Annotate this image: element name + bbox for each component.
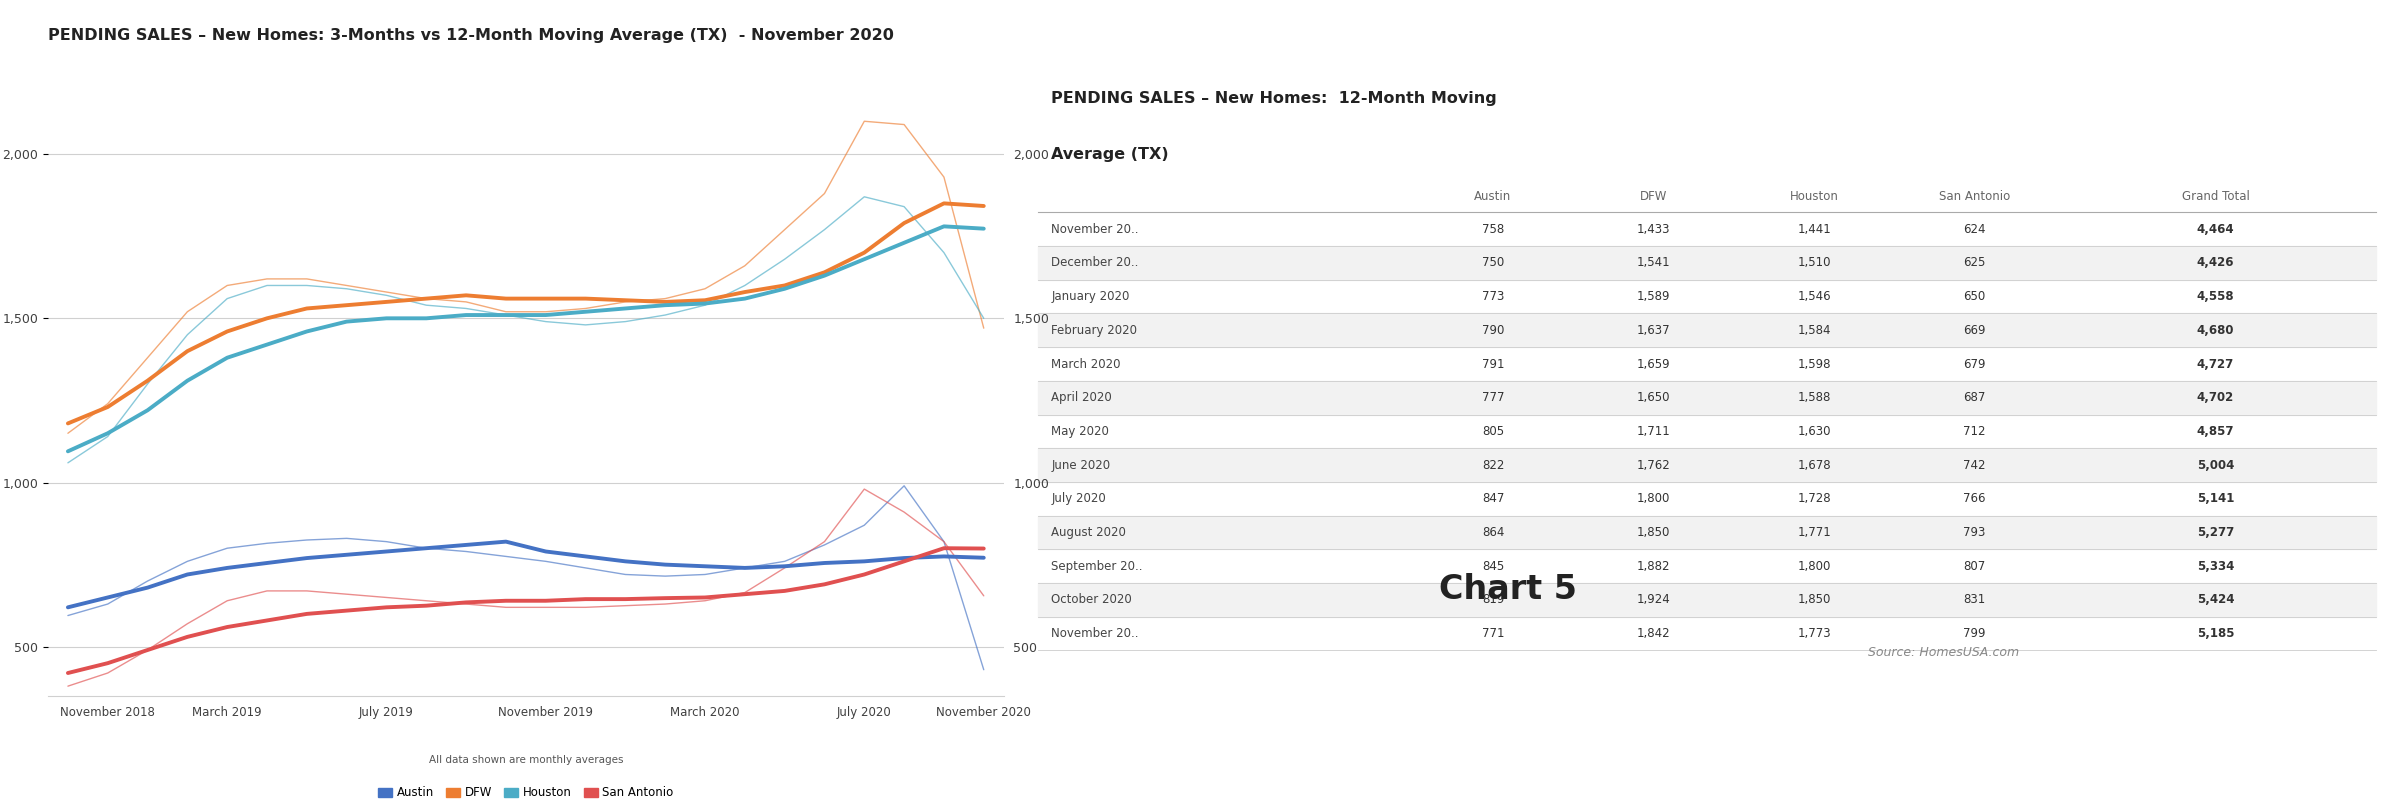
Text: PENDING SALES – New Homes: 3-Months vs 12-Month Moving Average (TX)  - November : PENDING SALES – New Homes: 3-Months vs 1… — [48, 28, 893, 43]
Text: DFW: DFW — [1639, 190, 1668, 203]
Text: 1,441: 1,441 — [1798, 222, 1831, 236]
Legend: Austin, DFW, Houston, San Antonio: Austin, DFW, Houston, San Antonio — [377, 786, 674, 799]
Text: 1,678: 1,678 — [1798, 458, 1831, 472]
Text: 1,711: 1,711 — [1637, 425, 1670, 438]
Text: 831: 831 — [1963, 594, 1985, 606]
Text: January 2020: January 2020 — [1051, 290, 1130, 303]
Text: November 20..: November 20.. — [1051, 222, 1140, 236]
Text: 5,004: 5,004 — [2196, 458, 2234, 472]
Text: 625: 625 — [1963, 257, 1985, 270]
Text: 1,850: 1,850 — [1637, 526, 1670, 539]
Bar — [1039, 381, 2376, 414]
Text: December 20..: December 20.. — [1051, 257, 1140, 270]
Text: 777: 777 — [1481, 391, 1505, 404]
Text: 669: 669 — [1963, 324, 1985, 337]
Text: 1,546: 1,546 — [1798, 290, 1831, 303]
Text: 791: 791 — [1481, 358, 1505, 370]
Text: Houston: Houston — [1790, 190, 1838, 203]
Text: 1,589: 1,589 — [1637, 290, 1670, 303]
Text: 5,277: 5,277 — [2196, 526, 2234, 539]
Text: Austin: Austin — [1474, 190, 1512, 203]
Text: 799: 799 — [1963, 627, 1985, 640]
Text: October 2020: October 2020 — [1051, 594, 1133, 606]
Text: 712: 712 — [1963, 425, 1985, 438]
Text: 1,510: 1,510 — [1798, 257, 1831, 270]
Text: 847: 847 — [1481, 492, 1505, 506]
Text: 1,630: 1,630 — [1798, 425, 1831, 438]
Text: All data shown are monthly averages: All data shown are monthly averages — [430, 755, 624, 766]
Text: 793: 793 — [1963, 526, 1985, 539]
Text: September 20..: September 20.. — [1051, 560, 1142, 573]
Bar — [1039, 516, 2376, 550]
Text: 771: 771 — [1481, 627, 1505, 640]
Bar — [1039, 246, 2376, 280]
Text: 1,588: 1,588 — [1798, 391, 1831, 404]
Bar — [1039, 448, 2376, 482]
Text: 822: 822 — [1481, 458, 1505, 472]
Text: April 2020: April 2020 — [1051, 391, 1111, 404]
Bar — [1039, 314, 2376, 347]
Text: 1,598: 1,598 — [1798, 358, 1831, 370]
Text: 766: 766 — [1963, 492, 1985, 506]
Text: 1,584: 1,584 — [1798, 324, 1831, 337]
Text: 4,558: 4,558 — [2196, 290, 2234, 303]
Text: 845: 845 — [1481, 560, 1505, 573]
Text: 1,650: 1,650 — [1637, 391, 1670, 404]
Text: Average (TX): Average (TX) — [1051, 147, 1169, 162]
Text: 4,680: 4,680 — [2196, 324, 2234, 337]
Text: 790: 790 — [1481, 324, 1505, 337]
Text: 679: 679 — [1963, 358, 1985, 370]
Text: 1,433: 1,433 — [1637, 222, 1670, 236]
Text: May 2020: May 2020 — [1051, 425, 1109, 438]
Text: 5,141: 5,141 — [2196, 492, 2234, 506]
Text: 624: 624 — [1963, 222, 1985, 236]
Text: 864: 864 — [1481, 526, 1505, 539]
Text: 805: 805 — [1481, 425, 1505, 438]
Text: 1,728: 1,728 — [1798, 492, 1831, 506]
Text: March 2020: March 2020 — [1051, 358, 1121, 370]
Text: 758: 758 — [1481, 222, 1505, 236]
Text: 742: 742 — [1963, 458, 1985, 472]
Text: 4,702: 4,702 — [2196, 391, 2234, 404]
Text: Grand Total: Grand Total — [2182, 190, 2249, 203]
Text: 1,850: 1,850 — [1798, 594, 1831, 606]
Text: 1,882: 1,882 — [1637, 560, 1670, 573]
Text: 1,762: 1,762 — [1637, 458, 1670, 472]
Text: 687: 687 — [1963, 391, 1985, 404]
Text: 819: 819 — [1481, 594, 1505, 606]
Text: PENDING SALES – New Homes:  12-Month Moving: PENDING SALES – New Homes: 12-Month Movi… — [1051, 90, 1498, 106]
Text: 650: 650 — [1963, 290, 1985, 303]
Text: Source: HomesUSA.com: Source: HomesUSA.com — [1867, 646, 2018, 658]
Text: 1,800: 1,800 — [1637, 492, 1670, 506]
Text: 4,464: 4,464 — [2196, 222, 2234, 236]
Text: 1,924: 1,924 — [1637, 594, 1670, 606]
Text: 773: 773 — [1481, 290, 1505, 303]
Text: 1,659: 1,659 — [1637, 358, 1670, 370]
Text: 5,424: 5,424 — [2196, 594, 2234, 606]
Text: 5,185: 5,185 — [2196, 627, 2234, 640]
Text: 1,800: 1,800 — [1798, 560, 1831, 573]
Text: 1,842: 1,842 — [1637, 627, 1670, 640]
Text: 750: 750 — [1481, 257, 1505, 270]
Text: 1,771: 1,771 — [1798, 526, 1831, 539]
Text: 5,334: 5,334 — [2196, 560, 2234, 573]
Text: August 2020: August 2020 — [1051, 526, 1126, 539]
Text: 4,727: 4,727 — [2196, 358, 2234, 370]
Text: San Antonio: San Antonio — [1939, 190, 2011, 203]
Text: 807: 807 — [1963, 560, 1985, 573]
Text: 1,541: 1,541 — [1637, 257, 1670, 270]
Text: February 2020: February 2020 — [1051, 324, 1138, 337]
Text: 1,773: 1,773 — [1798, 627, 1831, 640]
Text: Chart 5: Chart 5 — [1440, 574, 1577, 606]
Text: November 20..: November 20.. — [1051, 627, 1140, 640]
Text: 4,426: 4,426 — [2196, 257, 2234, 270]
Bar — [1039, 583, 2376, 617]
Text: July 2020: July 2020 — [1051, 492, 1106, 506]
Text: 4,857: 4,857 — [2196, 425, 2234, 438]
Text: 1,637: 1,637 — [1637, 324, 1670, 337]
Text: June 2020: June 2020 — [1051, 458, 1111, 472]
